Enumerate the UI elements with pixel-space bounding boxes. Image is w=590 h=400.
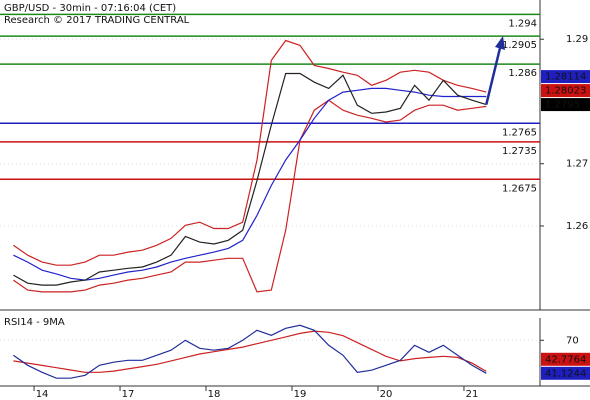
series-line [13, 324, 487, 379]
price-marker [541, 84, 590, 98]
x-tick-label: 19 [294, 389, 307, 400]
price-marker-label: 1.28023 [545, 86, 586, 97]
level-label: 1.2675 [502, 183, 537, 194]
series-line [13, 39, 487, 266]
panel-title: RSI14 - 9MA [4, 317, 65, 328]
price-marker [541, 352, 590, 366]
x-tick-label: 18 [208, 389, 221, 400]
arrow-head [495, 36, 505, 50]
x-tick-label: 17 [122, 389, 135, 400]
level-label: 1.294 [508, 18, 537, 29]
price-marker-label: 41.1244 [545, 368, 586, 379]
series-line [13, 330, 487, 373]
price-marker [541, 70, 590, 84]
level-label: 1.286 [508, 68, 537, 79]
level-label: 1.2735 [502, 146, 537, 157]
y-tick-label: 1.27 [566, 159, 588, 170]
x-tick-label: 14 [36, 389, 49, 400]
series-line [13, 87, 487, 281]
y-tick-label: 1.29 [566, 34, 588, 45]
price-marker-label: 1.2795 [545, 100, 580, 111]
projection-arrow [485, 47, 502, 105]
chart-subtitle: Research © 2017 TRADING CENTRAL [4, 15, 190, 26]
chart-title: GBP/USD - 30min - 07:16:04 (CET) [4, 3, 176, 14]
series-line [13, 99, 487, 293]
series-line [13, 72, 487, 286]
level-label: 1.2905 [502, 40, 537, 51]
price-marker [541, 366, 590, 380]
y-tick-label: 1.26 [566, 221, 588, 232]
x-tick-label: 21 [466, 389, 479, 400]
level-label: 1.2765 [502, 127, 537, 138]
price-marker [541, 98, 590, 112]
price-marker-label: 1.28114 [545, 72, 586, 83]
x-tick-label: 20 [380, 389, 393, 400]
y-tick-label: 70 [566, 335, 579, 346]
price-marker-label: 42.7764 [545, 354, 586, 365]
